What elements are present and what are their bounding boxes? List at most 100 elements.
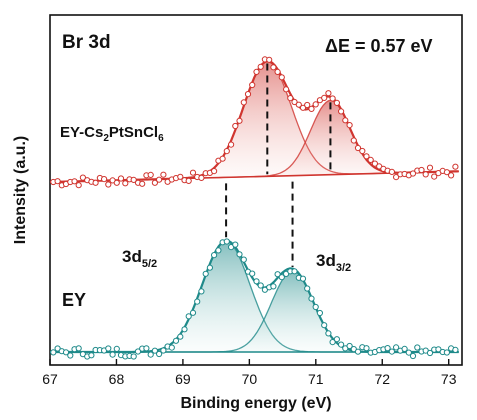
data-point xyxy=(299,275,307,282)
data-point xyxy=(333,99,340,107)
data-point xyxy=(67,352,74,359)
data-point xyxy=(151,347,158,354)
data-point xyxy=(359,147,366,155)
data-point xyxy=(185,177,192,184)
data-point xyxy=(409,170,417,177)
data-point xyxy=(143,345,150,352)
data-point xyxy=(206,264,213,271)
data-point xyxy=(270,283,277,290)
data-point xyxy=(172,337,180,344)
data-point xyxy=(228,141,235,148)
x-tick-label: 71 xyxy=(308,371,324,387)
data-point xyxy=(50,349,57,356)
x-axis-label: Binding energy (eV) xyxy=(180,395,331,412)
data-point xyxy=(388,348,395,355)
data-point xyxy=(338,341,345,348)
data-point xyxy=(342,117,349,124)
data-point xyxy=(312,101,319,108)
data-point xyxy=(329,95,336,102)
peak-label-sub: 5/2 xyxy=(142,258,157,270)
data-point xyxy=(388,168,395,175)
data-point xyxy=(401,345,408,352)
label-part-sub: 2 xyxy=(103,133,109,144)
data-point xyxy=(211,252,218,259)
series-layer xyxy=(49,56,459,360)
peak-area xyxy=(50,100,459,182)
data-point xyxy=(325,330,332,337)
data-point xyxy=(257,63,264,70)
data-point xyxy=(139,180,146,187)
data-point xyxy=(393,174,400,181)
data-point xyxy=(168,344,175,351)
data-point xyxy=(62,349,70,356)
data-point xyxy=(405,349,412,356)
data-point xyxy=(354,144,362,152)
data-point xyxy=(232,241,239,248)
data-point xyxy=(321,94,328,102)
peak-label-3d52: 3d5/2 xyxy=(122,247,157,270)
data-point xyxy=(151,179,158,186)
label-part: EY-Cs xyxy=(60,124,103,141)
data-point xyxy=(452,346,459,353)
panel-label: Br 3d xyxy=(62,32,111,53)
data-point xyxy=(185,313,192,320)
data-point xyxy=(291,268,298,275)
data-point xyxy=(54,345,61,352)
peak-area xyxy=(50,241,459,352)
data-point xyxy=(249,270,256,277)
x-tick-label: 72 xyxy=(374,371,390,387)
x-tick-label: 73 xyxy=(441,371,457,387)
data-point xyxy=(266,56,273,63)
data-point xyxy=(426,349,434,357)
data-point xyxy=(367,156,374,163)
series-ey xyxy=(50,238,459,360)
data-point xyxy=(101,176,108,183)
data-point xyxy=(443,169,450,176)
x-tick-label: 70 xyxy=(242,371,258,387)
data-point xyxy=(443,349,450,356)
data-point xyxy=(274,68,281,76)
data-point xyxy=(202,270,209,277)
x-tick-label: 68 xyxy=(109,371,125,387)
data-point xyxy=(113,179,120,186)
data-point xyxy=(346,122,353,129)
data-point xyxy=(363,153,370,160)
data-point xyxy=(435,346,442,353)
y-axis-label: Intensity (a.u.) xyxy=(12,136,29,244)
data-point xyxy=(253,68,260,76)
series-label-ey: EY xyxy=(62,290,86,310)
data-point xyxy=(156,350,163,358)
data-point xyxy=(88,352,95,359)
peak-label-3d32: 3d3/2 xyxy=(316,251,351,274)
data-point xyxy=(244,91,252,98)
data-point xyxy=(189,169,197,176)
label-part: PtSnCl xyxy=(109,124,158,141)
plot-frame xyxy=(49,14,463,366)
peak-label-base: 3d xyxy=(316,251,336,270)
data-point xyxy=(312,303,319,311)
data-point xyxy=(198,174,205,181)
data-point xyxy=(350,137,357,144)
data-point xyxy=(232,122,239,130)
data-point xyxy=(308,295,315,302)
data-point xyxy=(147,351,154,358)
data-point xyxy=(79,174,87,181)
data-point xyxy=(156,176,163,183)
data-point xyxy=(134,348,142,355)
data-point xyxy=(291,98,298,106)
data-point xyxy=(414,344,421,351)
data-point xyxy=(418,166,425,174)
data-point xyxy=(278,74,285,81)
data-point xyxy=(308,105,315,113)
data-point xyxy=(452,163,459,170)
data-point xyxy=(236,251,243,258)
data-point xyxy=(160,171,167,178)
data-point xyxy=(316,309,323,317)
data-point xyxy=(371,160,378,167)
data-point xyxy=(278,274,285,281)
series-ey-cs2ptsncl6 xyxy=(49,56,459,189)
data-point xyxy=(270,64,277,71)
data-point xyxy=(122,180,129,187)
